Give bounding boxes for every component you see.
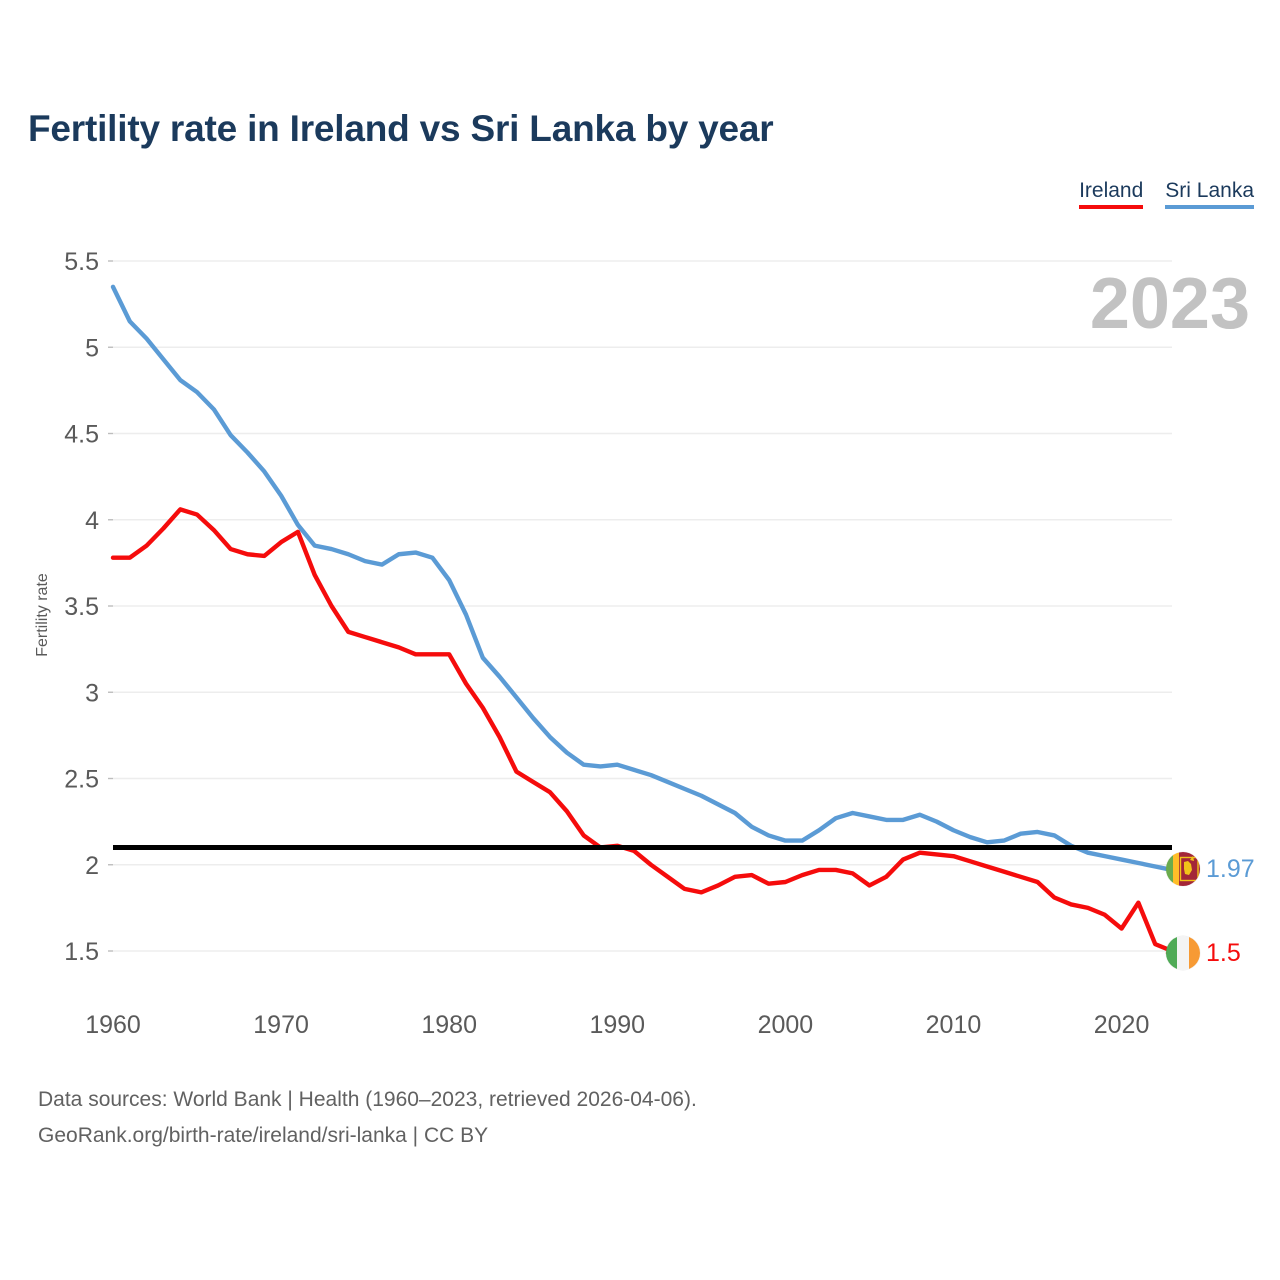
end-label-ireland: 1.5 xyxy=(1166,936,1241,970)
y-axis-tick-labels: 5.5 5 4.5 4 3.5 3 2.5 2 1.5 xyxy=(64,248,99,966)
legend-swatch-sri-lanka xyxy=(1165,205,1254,210)
y-tick-label: 5.5 xyxy=(64,248,99,276)
footer-attribution: GeoRank.org/birth-rate/ireland/sri-lanka… xyxy=(38,1124,489,1148)
x-tick-label: 1980 xyxy=(421,1011,477,1039)
footer-data-sources: Data sources: World Bank | Health (1960–… xyxy=(38,1088,697,1111)
x-tick-label: 2000 xyxy=(758,1011,814,1039)
ireland-flag-stripes xyxy=(1166,936,1200,970)
y-tick-label: 2.5 xyxy=(64,766,99,794)
flag-band-green xyxy=(1166,852,1174,886)
x-tick-label: 1970 xyxy=(253,1011,309,1039)
y-tick-label: 4 xyxy=(85,507,99,535)
end-value-sri-lanka: 1.97 xyxy=(1206,854,1255,883)
sri-lanka-lion-icon xyxy=(1179,856,1199,882)
ireland-flag-icon xyxy=(1166,936,1200,970)
legend-swatch-ireland xyxy=(1079,205,1144,210)
y-tick-label: 5 xyxy=(85,334,99,362)
legend-label-ireland: Ireland xyxy=(1079,179,1144,202)
x-axis-tick-labels: 1960 1970 1980 1990 2000 2010 2020 xyxy=(85,1011,1149,1039)
y-tick-label: 2 xyxy=(85,852,99,880)
year-watermark: 2023 xyxy=(1089,264,1250,344)
series-lines xyxy=(110,284,1175,954)
y-tick-label: 1.5 xyxy=(64,938,99,966)
flag-band-orange xyxy=(1173,852,1179,886)
end-value-ireland: 1.5 xyxy=(1206,938,1241,967)
gridlines xyxy=(108,260,1172,952)
sri-lanka-flag-icon xyxy=(1166,852,1200,886)
end-label-sri-lanka: 1.97 xyxy=(1166,852,1255,886)
flag-band-white xyxy=(1177,936,1189,970)
x-tick-label: 1960 xyxy=(85,1011,141,1039)
flag-band-orange xyxy=(1188,936,1200,970)
page-title: Fertility rate in Ireland vs Sri Lanka b… xyxy=(28,108,774,149)
chart-legend: Ireland Sri Lanka xyxy=(1079,179,1254,210)
y-axis-title: Fertility rate xyxy=(34,573,51,657)
x-tick-label: 2010 xyxy=(926,1011,982,1039)
series-line-ireland xyxy=(110,507,1175,954)
y-tick-label: 3 xyxy=(85,679,99,707)
legend-label-sri-lanka: Sri Lanka xyxy=(1165,179,1254,202)
y-tick-label: 3.5 xyxy=(64,593,99,621)
x-tick-label: 2020 xyxy=(1094,1011,1150,1039)
series-line-sri-lanka xyxy=(110,284,1175,873)
legend-item-sri-lanka[interactable]: Sri Lanka xyxy=(1165,179,1254,210)
y-tick-label: 4.5 xyxy=(64,421,99,449)
x-tick-label: 1990 xyxy=(589,1011,645,1039)
y-axis-label: Fertility rate xyxy=(34,573,51,657)
legend-item-ireland[interactable]: Ireland xyxy=(1079,179,1144,210)
footer: Data sources: World Bank | Health (1960–… xyxy=(38,1082,697,1154)
flag-band-green xyxy=(1166,936,1178,970)
